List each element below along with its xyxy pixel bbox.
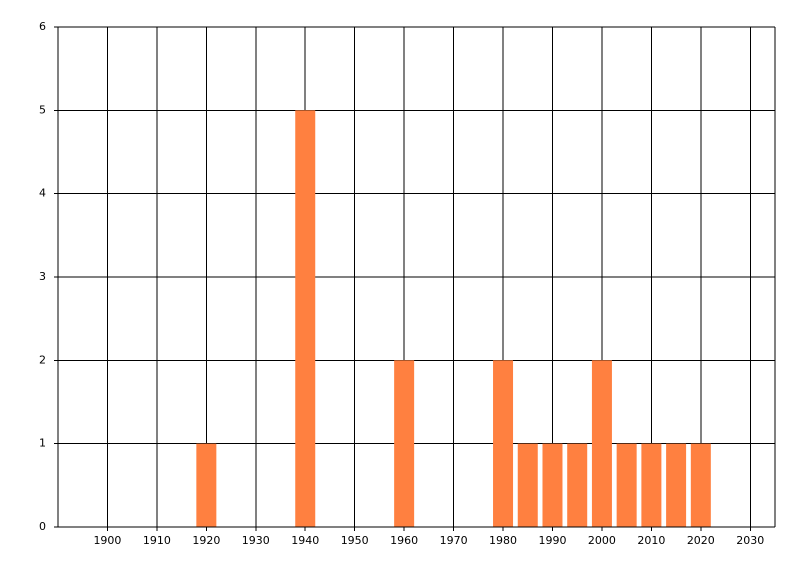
bar	[517, 443, 538, 527]
bar	[690, 443, 711, 527]
x-tick-label: 1980	[489, 534, 517, 547]
x-tick-label: 2020	[687, 534, 715, 547]
x-tick-label: 1900	[93, 534, 121, 547]
y-tick-label: 2	[39, 353, 46, 366]
x-tick-label: 1990	[538, 534, 566, 547]
bar	[295, 110, 316, 527]
x-tick-label: 1930	[242, 534, 270, 547]
bar	[394, 360, 415, 527]
x-tick-label: 2010	[637, 534, 665, 547]
bar	[641, 443, 662, 527]
bar	[542, 443, 563, 527]
x-tick-label: 1920	[192, 534, 220, 547]
bar	[616, 443, 637, 527]
y-tick-label: 6	[39, 20, 46, 33]
bar	[567, 443, 588, 527]
x-tick-label: 2030	[736, 534, 764, 547]
y-tick-label: 5	[39, 103, 46, 116]
bar	[591, 360, 612, 527]
bar	[666, 443, 687, 527]
x-tick-label: 1960	[390, 534, 418, 547]
y-tick-label: 3	[39, 270, 46, 283]
x-tick-label: 2000	[588, 534, 616, 547]
y-tick-label: 0	[39, 520, 46, 533]
x-tick-label: 1940	[291, 534, 319, 547]
bar	[196, 443, 217, 527]
x-tick-label: 1950	[341, 534, 369, 547]
y-tick-label: 1	[39, 437, 46, 450]
bar	[493, 360, 514, 527]
x-tick-label: 1910	[143, 534, 171, 547]
y-tick-label: 4	[39, 187, 46, 200]
x-tick-label: 1970	[440, 534, 468, 547]
